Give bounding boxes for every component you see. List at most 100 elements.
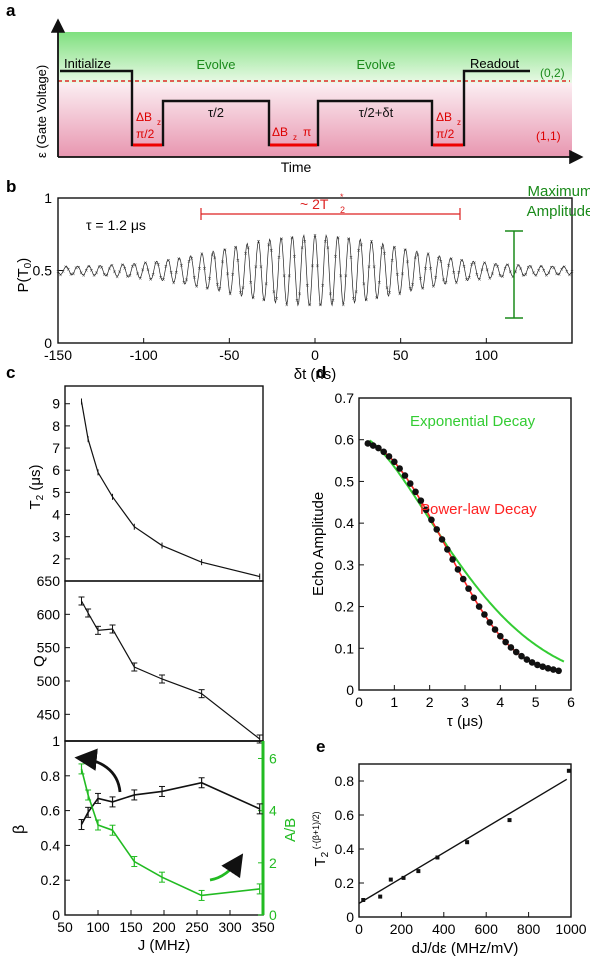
data-point: × <box>180 264 184 270</box>
data-point: × <box>509 270 513 276</box>
data-point: × <box>542 268 546 274</box>
data-point: × <box>388 290 392 296</box>
data-point: × <box>213 256 217 262</box>
x-axis-label: τ (μs) <box>447 713 483 730</box>
data-point: × <box>236 259 240 265</box>
data-point: × <box>467 276 471 282</box>
region-0-2-bg <box>58 32 572 83</box>
data-point: × <box>385 286 389 292</box>
y-tick-label: 650 <box>37 573 61 589</box>
panel-b-label: b <box>6 177 16 196</box>
x-tick-label: 1000 <box>555 921 586 937</box>
data-point: × <box>108 267 112 273</box>
y-tick-label: 9 <box>52 396 60 412</box>
data-point: × <box>126 274 130 280</box>
x-tick-label: 1 <box>390 694 398 710</box>
data-point: × <box>555 272 559 278</box>
y-tick-label: 4 <box>52 507 60 523</box>
y-tick-label: 8 <box>52 418 60 434</box>
data-point: × <box>352 296 356 302</box>
step-initialize: Initialize <box>64 56 111 71</box>
y-axis-label: T2 (μs) <box>27 464 46 509</box>
y-tick-label: 0.4 <box>335 841 355 857</box>
data-point: × <box>491 272 495 278</box>
y-tick-label: 6 <box>52 462 60 478</box>
power-legend: Power-law Decay <box>420 501 537 518</box>
y-tick-label: 0.8 <box>41 768 61 784</box>
data-point: × <box>444 280 448 286</box>
data-point <box>465 585 472 592</box>
data-point: × <box>403 248 407 254</box>
data-point <box>388 877 393 882</box>
x-tick-label: 4 <box>496 694 504 710</box>
plot-c-bot: 0 0.2 0.4 0.6 0.8 50 100 150 200 250 300 350 1 0 2 4 6 J … <box>11 733 299 954</box>
data-point: × <box>133 263 137 269</box>
data-point: × <box>336 236 340 242</box>
power-fit-line <box>367 442 559 672</box>
data-point: × <box>67 267 71 273</box>
data-point: × <box>349 255 353 261</box>
pulse-1-angle: π/2 <box>136 127 155 141</box>
data-point <box>544 665 552 672</box>
data-point <box>375 444 382 452</box>
data-point: × <box>324 239 328 245</box>
y-tick-label: 0.4 <box>335 515 355 531</box>
data-point: × <box>360 243 364 249</box>
data-point <box>364 440 372 447</box>
data-point: × <box>226 272 230 278</box>
data-point: × <box>516 264 520 270</box>
data-point: × <box>527 266 531 272</box>
plot-c-mid: 450 500 550 600 650 Q <box>31 573 264 744</box>
y-tick-label: 0 <box>44 335 52 351</box>
data-point: × <box>77 265 81 271</box>
data-point: × <box>357 248 361 254</box>
data-point: × <box>419 277 423 283</box>
pulse-3-angle: π <box>303 125 311 139</box>
data-point: × <box>234 246 238 252</box>
data-point <box>475 603 483 610</box>
y-tick-label: 0.5 <box>335 473 355 489</box>
x-axis-label: δt (ns) <box>294 366 337 383</box>
step-evolve-1: Evolve <box>196 57 235 72</box>
pulse-1-sub: z <box>157 118 161 127</box>
panel-d-label: d <box>316 363 326 382</box>
data-point: × <box>362 282 366 288</box>
pulse-2-tau: τ/2 <box>208 105 224 120</box>
data-point: × <box>501 274 505 280</box>
data-point: × <box>347 237 351 243</box>
x-tick-label: 50 <box>393 347 409 363</box>
y-tick-label: 0.7 <box>335 390 355 406</box>
data-point: × <box>354 290 358 296</box>
panel-a-label: a <box>6 1 16 20</box>
data-point <box>481 611 488 618</box>
data-point: × <box>329 292 333 298</box>
panel-c-label: c <box>6 363 15 382</box>
data-point: × <box>82 273 86 279</box>
data-point: × <box>203 267 207 273</box>
x-tick-label: 0 <box>311 347 319 363</box>
y-tick-label: 1 <box>44 190 52 206</box>
span-label: ~ 2T <box>300 196 329 212</box>
data-point <box>435 855 440 860</box>
data-point <box>555 667 562 675</box>
data-point: × <box>514 270 518 276</box>
arrow-to-beta <box>74 748 122 793</box>
data-point: × <box>200 252 204 258</box>
y2-tick-label: 6 <box>269 750 277 766</box>
data-point: × <box>519 267 523 273</box>
data-point: × <box>431 284 435 290</box>
data-point: × <box>249 281 253 287</box>
plot-c-bot-frame <box>64 740 264 916</box>
data-point: × <box>413 256 417 262</box>
data-point: × <box>395 272 399 278</box>
data-point: × <box>79 271 83 277</box>
data-point: × <box>182 280 186 286</box>
data-point: × <box>560 267 564 273</box>
data-point: × <box>272 290 276 296</box>
data-point: × <box>511 275 515 281</box>
data-point <box>438 536 446 543</box>
data-point: × <box>144 261 148 267</box>
data-point <box>401 472 409 479</box>
